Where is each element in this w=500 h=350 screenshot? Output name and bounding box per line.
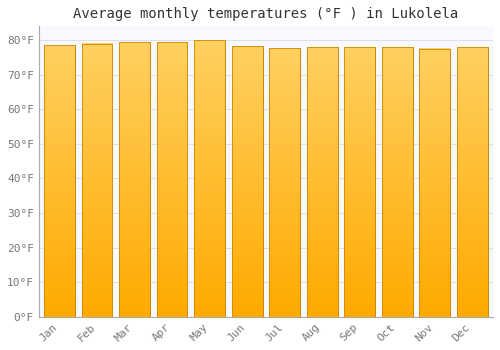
Bar — [44, 45, 75, 317]
Bar — [82, 43, 112, 317]
Bar — [382, 47, 412, 317]
Bar — [457, 47, 488, 317]
Bar — [344, 47, 375, 317]
Bar — [119, 42, 150, 317]
Bar — [307, 47, 338, 317]
Bar — [457, 47, 488, 317]
Bar — [232, 46, 262, 317]
Bar — [194, 40, 225, 317]
Bar — [194, 40, 225, 317]
Bar — [270, 48, 300, 317]
Bar — [82, 43, 112, 317]
Bar — [420, 49, 450, 317]
Bar — [119, 42, 150, 317]
Title: Average monthly temperatures (°F ) in Lukolela: Average monthly temperatures (°F ) in Lu… — [74, 7, 458, 21]
Bar — [382, 47, 412, 317]
Bar — [156, 42, 188, 317]
Bar — [420, 49, 450, 317]
Bar — [156, 42, 188, 317]
Bar — [232, 46, 262, 317]
Bar — [270, 48, 300, 317]
Bar — [44, 45, 75, 317]
Bar — [307, 47, 338, 317]
Bar — [344, 47, 375, 317]
